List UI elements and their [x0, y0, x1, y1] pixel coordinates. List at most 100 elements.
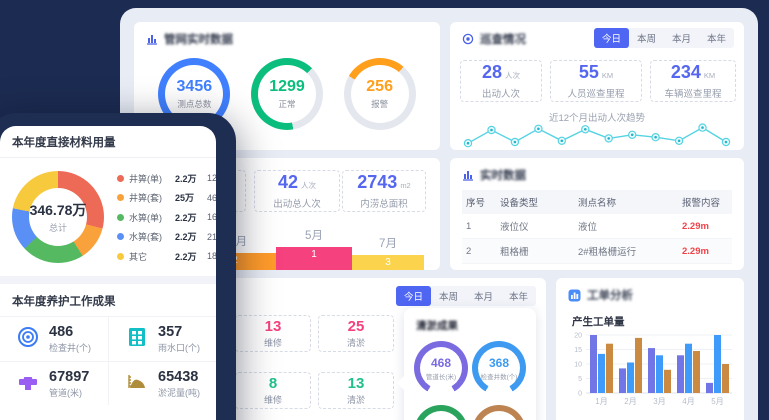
dredge-result-subcard: 清淤成果 468 管道长(米) 368 检查井数(个)	[396, 308, 536, 420]
dredge-gauges: 468 管道长(米) 368 检查井数(个)	[412, 341, 528, 420]
dashboard-panel: 管网实时数据 3456 测点总数 1299 正常 256 报警 巡查情况 今日 本周 本月 本年…	[120, 8, 758, 420]
ring-center: 256 报警	[350, 65, 409, 123]
donut-legend: 井箅(单) 2.2万 12.6% 井箅(套) 25万 46.8% 水箅(单) 2.2万 16.3…	[117, 172, 216, 263]
tab-this-month[interactable]: 本月	[671, 34, 691, 45]
patrol-card: 巡查情况 今日 本周 本月 本年 28 人次 出动人次 55 KM 人员巡查里程 234 KM 车辆巡…	[450, 22, 744, 150]
legend-item: 井箅(套) 25万 46.8%	[117, 191, 216, 204]
work-count-value: 25	[347, 318, 365, 335]
gauge-label: 检查井数(个)	[480, 373, 518, 381]
stat-unit: 人次	[301, 181, 317, 190]
stat-box: 55 KM 人员巡查里程	[550, 60, 642, 102]
maintenance-stat: 65438 淤泥量(吨)	[108, 361, 216, 405]
maintenance-stats-grid: 486 检查井(个) 357 雨水口(个) 67897 管道(米) 65438 淤泥量(吨)	[0, 316, 216, 405]
stat-box: 42 人次 出动总人次	[254, 170, 340, 212]
table-header: 测点名称	[574, 190, 678, 214]
legend-label: 井箅(套)	[129, 193, 162, 203]
phone-screen: 本年度直接材料用量 346.78万 总计 井箅(单) 2.2万 12.6% 井箅(套)…	[0, 126, 216, 420]
gauge-label: 管道长(米)	[425, 373, 457, 381]
material-usage-section: 346.78万 总计 井箅(单) 2.2万 12.6% 井箅(套) 25万 46.8% 水箅…	[0, 158, 216, 276]
ring-label: 测点总数	[177, 99, 212, 109]
gauge-value: 468	[430, 355, 452, 370]
maintenance-stat-text: 486 检查井(个)	[49, 324, 91, 354]
tab-this-week[interactable]: 本周	[438, 292, 458, 303]
inspection-well-icon	[16, 325, 40, 354]
legend-percent: 46.8%	[207, 192, 216, 203]
stat-label: 出动人次	[481, 89, 520, 100]
work-count-box: 8 维修	[235, 372, 311, 409]
svg-text:4月: 4月	[682, 397, 694, 406]
legend-label: 其它	[129, 251, 148, 262]
gauge-chart	[472, 405, 526, 420]
gauge-center	[420, 411, 462, 420]
legend-dot	[117, 194, 124, 201]
tab-this-year[interactable]: 本年	[706, 34, 726, 45]
legend-value: 2.2万	[175, 232, 197, 242]
donut-total-label: 总计	[48, 223, 67, 233]
phone-panel: 本年度直接材料用量 346.78万 总计 井箅(单) 2.2万 12.6% 井箅(套)…	[0, 113, 236, 420]
generated-orders-title: 产生工单量	[572, 316, 625, 328]
section-divider	[0, 276, 216, 284]
table-header: 序号	[462, 190, 496, 214]
ring-center: 1299 正常	[257, 65, 316, 123]
svg-text:15: 15	[574, 347, 582, 354]
status-ring: 1299 正常	[250, 58, 323, 130]
tab-this-month[interactable]: 本月	[473, 292, 493, 303]
legend-item: 水箅(单) 2.2万 16.3%	[117, 211, 216, 224]
ring-value: 3456	[176, 78, 213, 95]
card-header: 巡查情况 今日 本周 本月 本年	[450, 22, 744, 52]
legend-dot	[117, 233, 124, 240]
table-cell: 液位仪	[496, 214, 574, 239]
svg-text:5: 5	[578, 376, 582, 383]
work-count-box: 13 清淤	[318, 372, 394, 409]
table-row: 3流量计液位32m/h	[462, 263, 732, 270]
table-cell: 2	[462, 238, 496, 264]
svg-text:10: 10	[574, 362, 582, 369]
stat-label: 车辆巡查里程	[664, 89, 722, 100]
legend-item: 井箅(单) 2.2万 12.6%	[117, 172, 216, 185]
legend-value: 25万	[175, 193, 195, 203]
rank-month-label: 7月	[379, 238, 397, 250]
table-cell: 32m/h	[678, 263, 732, 270]
rain-inlet-icon	[125, 325, 149, 354]
card-title: 实时数据	[480, 170, 526, 182]
gauge-value: 368	[488, 355, 510, 370]
callout-arrow	[396, 375, 412, 391]
gauge-center: 468 管道长(米)	[420, 347, 462, 389]
order-analysis-icon	[568, 289, 581, 302]
work-count-value: 13	[347, 375, 365, 392]
stat-box: 28 人次 出动人次	[460, 60, 542, 102]
maintenance-stat-label: 雨水口(个)	[158, 343, 200, 353]
maintenance-stat-label: 检查井(个)	[49, 343, 91, 353]
maintenance-stat-value: 357	[158, 324, 183, 340]
subcard-title: 清淤成果	[416, 320, 458, 332]
tab-today[interactable]: 今日	[593, 28, 629, 48]
realtime-alarm-card: 实时数据 序号 设备类型 测点名称 报警内容 1 液位仪 液位 2.29m 2 粗格栅 2#粗格栅运…	[450, 158, 744, 270]
maintenance-stat: 357 雨水口(个)	[108, 317, 216, 361]
work-count-box: 13 维修	[235, 315, 311, 352]
ring-label: 报警	[371, 99, 389, 109]
stat-box: 234 KM 车辆巡查里程	[650, 60, 736, 102]
stat-value: 2743	[357, 172, 398, 192]
table-cell: 2.29m	[678, 238, 732, 264]
svg-text:0: 0	[578, 391, 582, 398]
ring-label: 正常	[278, 99, 296, 109]
table-cell: 2.29m	[678, 214, 732, 239]
stat-value-row: 55 KM	[579, 62, 613, 83]
maintenance-stat-value: 486	[49, 324, 74, 340]
maintenance-stat-text: 67897 管道(米)	[49, 369, 89, 399]
patrol-range-tabs: 今日 本周 本月 本年	[593, 28, 734, 48]
tab-this-year[interactable]: 本年	[508, 292, 528, 303]
table-header: 设备类型	[496, 190, 574, 214]
target-icon	[462, 33, 474, 45]
legend-percent: 21.8%	[207, 231, 216, 242]
legend-item: 水箅(套) 2.2万 21.8%	[117, 230, 216, 243]
legend-label: 井箅(单)	[129, 173, 162, 184]
table-header: 报警内容	[678, 190, 732, 214]
table-cell: 2#粗格栅运行	[574, 238, 678, 264]
maintenance-stat-text: 357 雨水口(个)	[158, 324, 200, 354]
gauge-center: 368 检查井数(个)	[478, 347, 520, 389]
tab-this-week[interactable]: 本周	[636, 34, 656, 45]
tab-today[interactable]: 今日	[395, 286, 431, 306]
